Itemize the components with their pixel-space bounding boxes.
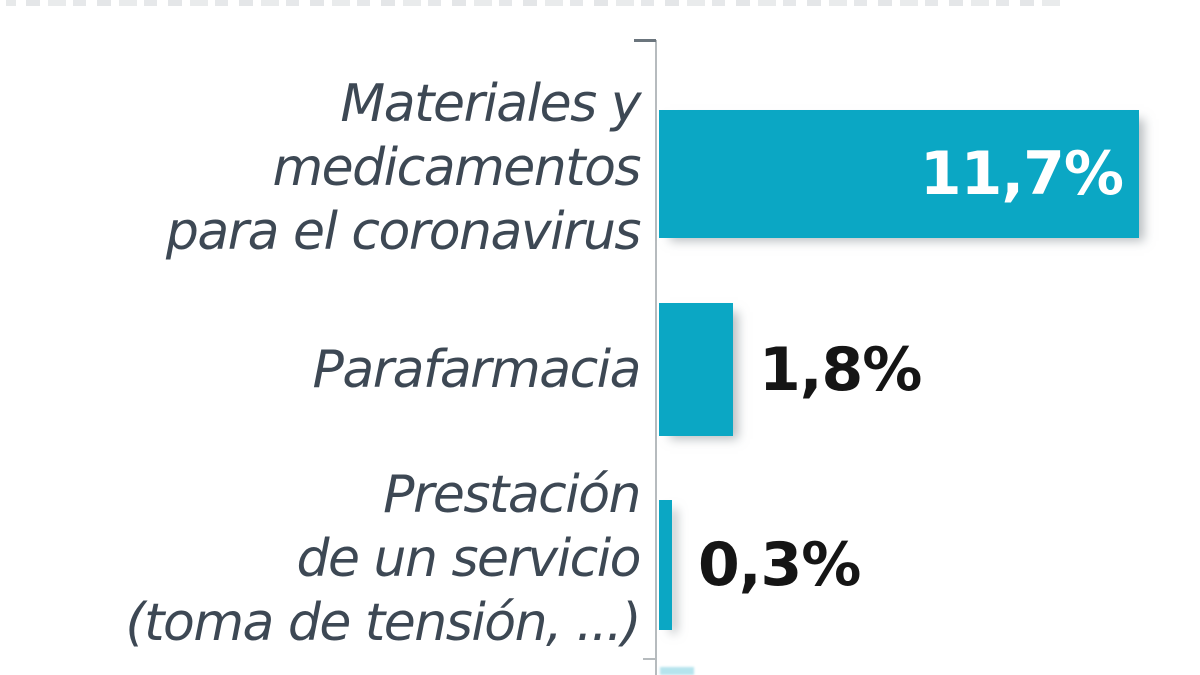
cropped-title-fragment [6, 0, 16, 6]
bar-row: Materiales y medicamentos para el coronavi… [0, 74, 1200, 262]
category-label: Parafarmacia [312, 339, 642, 400]
bar [659, 303, 733, 436]
value-label: 0,3% [698, 530, 861, 600]
bar [659, 500, 672, 630]
cropped-title-remnant [26, 0, 1066, 6]
axis-tick-top [634, 39, 656, 42]
partial-next-bar [660, 667, 694, 675]
axis-tick-bottom [643, 658, 656, 660]
bar-row: Prestación de un servicio (toma de tensión… [0, 465, 1200, 653]
y-axis-line [655, 40, 657, 675]
category-label: Materiales y medicamentos para el coronavi… [165, 74, 642, 262]
bar [659, 110, 1139, 238]
value-label: 11,7% [919, 139, 1124, 209]
category-label: Prestación de un servicio (toma de tensión… [125, 465, 641, 653]
bar-row: Parafarmacia 1,8% [0, 303, 1200, 436]
value-label: 1,8% [759, 334, 922, 405]
